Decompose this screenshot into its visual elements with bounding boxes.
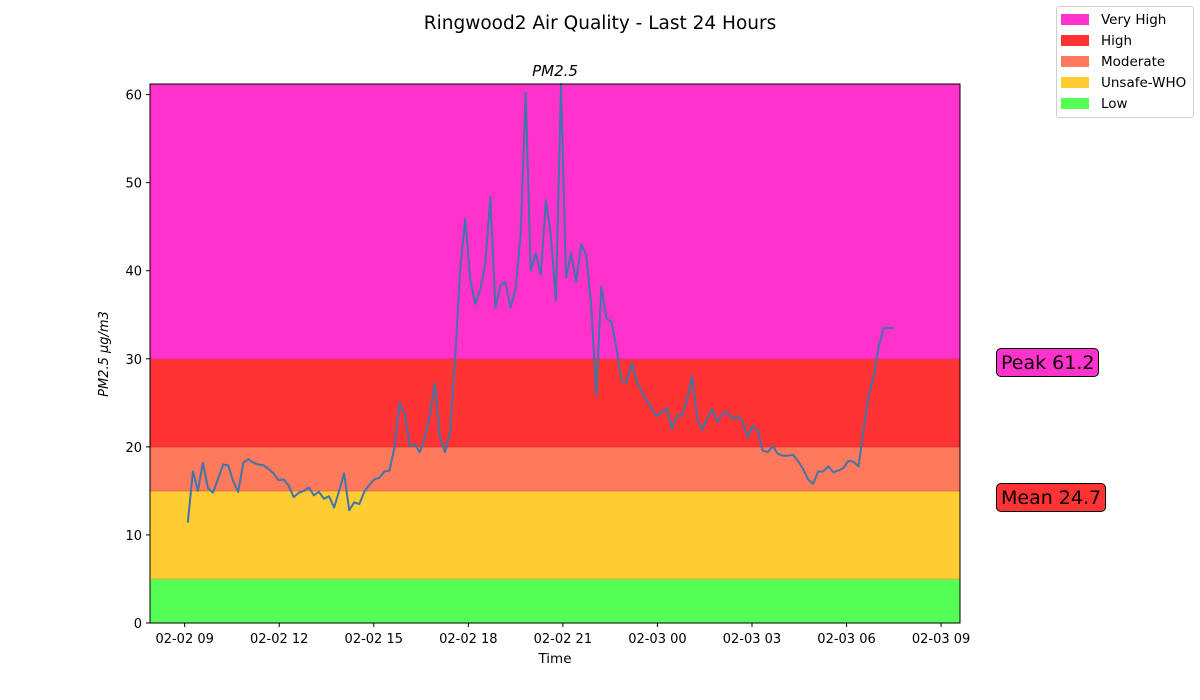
x-tick-label: 02-02 18	[439, 632, 497, 647]
y-tick-label: 60	[125, 89, 142, 104]
plot-frame	[149, 83, 961, 624]
chart-subtitle: PM2.5	[532, 62, 578, 80]
x-tick-label: 02-03 03	[723, 632, 781, 647]
x-tick-label: 02-02 12	[250, 632, 308, 647]
chart-title: Ringwood2 Air Quality - Last 24 Hours	[424, 13, 777, 34]
legend-entry: Unsafe-WHO	[1057, 72, 1193, 93]
y-tick-label: 0	[134, 617, 142, 632]
legend-swatch	[1061, 35, 1089, 46]
y-tick-label: 20	[125, 441, 142, 456]
legend-label: Low	[1101, 95, 1128, 112]
pm25-series-line	[186, 83, 894, 523]
x-tick-label: 02-03 06	[817, 632, 875, 647]
x-axis-ticks: 02-02 09 02-02 12 02-02 15 02-02 18 02-02 21…	[155, 623, 970, 647]
x-tick-label: 02-02 21	[534, 632, 592, 647]
x-tick-label: 02-03 00	[628, 632, 686, 647]
band-very-high	[150, 84, 960, 359]
legend-entry: High	[1057, 30, 1193, 51]
y-tick-label: 30	[125, 353, 142, 368]
legend-label: Unsafe-WHO	[1101, 74, 1187, 91]
band-low	[150, 578, 960, 623]
aqi-bands	[150, 84, 960, 623]
band-moderate	[150, 446, 960, 491]
legend-label: Very High	[1101, 11, 1167, 28]
legend-swatch	[1061, 98, 1089, 109]
y-axis-label: PM2.5 μg/m3	[97, 311, 112, 397]
mean-box: Mean 24.7	[996, 483, 1107, 512]
legend-entry: Very High	[1057, 9, 1193, 30]
x-tick-label: 02-02 09	[155, 632, 213, 647]
legend: Very High High Moderate Unsafe-WHO Low	[1056, 6, 1194, 118]
legend-swatch	[1061, 77, 1089, 88]
x-tick-label: 02-03 09	[912, 632, 970, 647]
legend-swatch	[1061, 14, 1089, 25]
peak-box: Peak 61.2	[996, 348, 1100, 377]
y-tick-label: 10	[125, 529, 142, 544]
legend-label: Moderate	[1101, 53, 1166, 70]
band-high	[150, 358, 960, 447]
y-axis-ticks: 0 10 20 30 40 50 60	[125, 89, 150, 632]
legend-swatch	[1061, 56, 1089, 67]
legend-label: High	[1101, 32, 1133, 49]
x-tick-label: 02-02 15	[345, 632, 403, 647]
legend-entry: Low	[1057, 93, 1193, 114]
x-axis-label: Time	[537, 651, 571, 667]
y-tick-label: 50	[125, 177, 142, 192]
band-boundaries	[150, 358, 960, 580]
legend-entry: Moderate	[1057, 51, 1193, 72]
band-unsafe-who	[150, 490, 960, 579]
y-tick-label: 40	[125, 265, 142, 280]
